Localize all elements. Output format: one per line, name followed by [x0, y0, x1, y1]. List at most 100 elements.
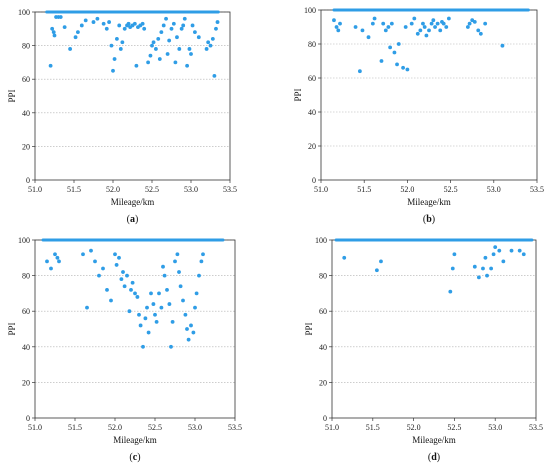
data-point-a-63 — [206, 40, 211, 45]
x-tick-label-d-2: 52.0 — [407, 423, 421, 432]
data-point-b-1 — [334, 25, 339, 29]
data-point-b-6 — [360, 28, 365, 33]
data-point-a-53 — [179, 26, 184, 31]
data-point-b-27 — [422, 25, 427, 29]
panel-b: 51.0 51.5 52.0 52.5 53.0 53.5 0 20 40 60 80 100 Mile… — [293, 6, 544, 225]
data-point-a-49 — [171, 21, 176, 26]
data-point-d-0 — [342, 255, 347, 260]
data-point-a-23 — [118, 47, 123, 51]
data-point-b-18 — [396, 42, 401, 46]
data-point-a-9 — [73, 35, 78, 40]
data-point-c-41 — [169, 344, 173, 349]
data-point-c-3 — [55, 255, 60, 260]
data-point-a-58 — [189, 52, 193, 56]
data-point-d-10 — [485, 273, 489, 278]
data-point-d-17 — [517, 248, 522, 253]
x-tick-label-c-2: 52.0 — [108, 423, 122, 432]
data-point-a-16 — [104, 26, 109, 31]
x-tick-label-a-3: 52.5 — [145, 185, 159, 194]
x-tick-label-c-3: 52.5 — [148, 423, 162, 432]
y-tick-label-b-3: 60 — [308, 74, 316, 83]
data-point-a-11 — [79, 23, 84, 28]
data-point-b-5 — [357, 69, 362, 74]
data-point-c-37 — [161, 264, 165, 269]
data-point-b-14 — [388, 45, 393, 50]
data-point-c-9 — [97, 273, 101, 278]
data-point-d-9 — [483, 255, 488, 260]
data-point-c-54 — [194, 291, 199, 296]
data-point-a-14 — [95, 16, 100, 21]
plot-frame-a — [34, 11, 231, 181]
y-axis-label-b: PPI — [293, 88, 303, 101]
x-axis-label-b: Mileage/km — [407, 197, 451, 207]
x-tick-label-d-1: 51.5 — [366, 423, 380, 432]
y-tick-label-a-1: 20 — [22, 142, 30, 151]
x-tick-label-c-1: 51.5 — [68, 423, 82, 432]
data-point-b-19 — [401, 65, 405, 70]
data-point-a-24 — [120, 40, 125, 45]
data-point-a-39 — [151, 40, 156, 45]
x-tick-label-d-3: 52.5 — [447, 423, 461, 432]
data-point-b-17 — [395, 62, 399, 67]
data-point-a-67 — [214, 26, 218, 31]
y-tick-label-a-0: 0 — [26, 176, 30, 185]
x-axis-label-c: Mileage/km — [113, 435, 157, 445]
data-point-c-50 — [186, 337, 191, 342]
data-point-b-8 — [370, 21, 375, 26]
data-point-b-11 — [381, 21, 386, 26]
plot-frame-b — [320, 9, 538, 181]
data-point-c-32 — [151, 302, 156, 306]
data-point-b-24 — [415, 31, 420, 36]
data-point-c-56 — [199, 259, 204, 264]
data-point-b-3 — [338, 21, 342, 26]
data-point-a-54 — [181, 23, 186, 28]
data-point-b-26 — [421, 21, 425, 26]
data-point-b-29 — [427, 28, 431, 33]
x-tick-label-c-0: 51.0 — [28, 423, 42, 432]
data-point-a-36 — [146, 60, 151, 65]
data-point-d-3 — [448, 289, 453, 294]
data-point-a-59 — [190, 23, 195, 28]
data-point-a-68 — [215, 20, 220, 24]
x-tick-label-b-5: 53.5 — [530, 185, 544, 194]
data-point-d-1 — [374, 268, 379, 273]
data-point-d-16 — [509, 248, 514, 253]
data-point-a-8 — [68, 47, 72, 51]
y-tick-label-b-4: 80 — [308, 40, 316, 49]
y-tick-label-d-3: 60 — [319, 307, 327, 316]
data-point-b-36 — [441, 21, 446, 26]
data-point-a-12 — [83, 18, 88, 23]
data-point-c-27 — [141, 344, 145, 349]
data-point-d-14 — [497, 248, 502, 253]
data-point-b-15 — [389, 21, 394, 26]
data-point-a-2 — [51, 30, 56, 35]
x-tick-label-a-5: 53.5 — [223, 185, 237, 194]
data-point-c-29 — [145, 305, 149, 310]
data-point-c-13 — [113, 252, 117, 257]
data-point-a-40 — [154, 47, 158, 51]
x-tick-label-b-1: 51.5 — [357, 185, 371, 194]
data-point-c-12 — [109, 298, 113, 303]
data-point-a-13 — [91, 20, 96, 24]
panel-label-d: (d) — [428, 452, 440, 463]
data-point-c-18 — [122, 284, 127, 289]
x-tick-label-d-0: 51.0 — [325, 423, 339, 432]
y-tick-label-b-2: 40 — [308, 108, 316, 117]
data-point-c-51 — [189, 323, 193, 328]
panel-label-c: (c) — [129, 452, 140, 463]
panel-d: 51.0 51.5 52.0 52.5 53.0 53.5 0 20 40 60 80 100 Mile… — [304, 236, 543, 463]
data-point-b-9 — [372, 16, 377, 21]
data-point-a-7 — [62, 25, 67, 30]
panel-label-a: (a) — [127, 214, 139, 225]
data-point-c-36 — [159, 305, 164, 310]
data-point-d-7 — [476, 275, 481, 280]
data-point-c-39 — [165, 287, 169, 292]
data-point-c-23 — [133, 291, 137, 296]
y-tick-label-a-2: 40 — [22, 109, 30, 118]
data-point-a-1 — [50, 26, 55, 31]
data-point-c-31 — [149, 291, 153, 296]
data-point-c-8 — [93, 259, 97, 264]
x-tick-label-c-4: 53.0 — [188, 423, 202, 432]
x-tick-label-a-4: 53.0 — [184, 185, 198, 194]
